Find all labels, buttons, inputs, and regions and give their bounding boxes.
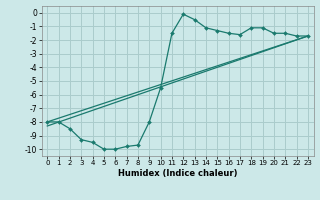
- X-axis label: Humidex (Indice chaleur): Humidex (Indice chaleur): [118, 169, 237, 178]
